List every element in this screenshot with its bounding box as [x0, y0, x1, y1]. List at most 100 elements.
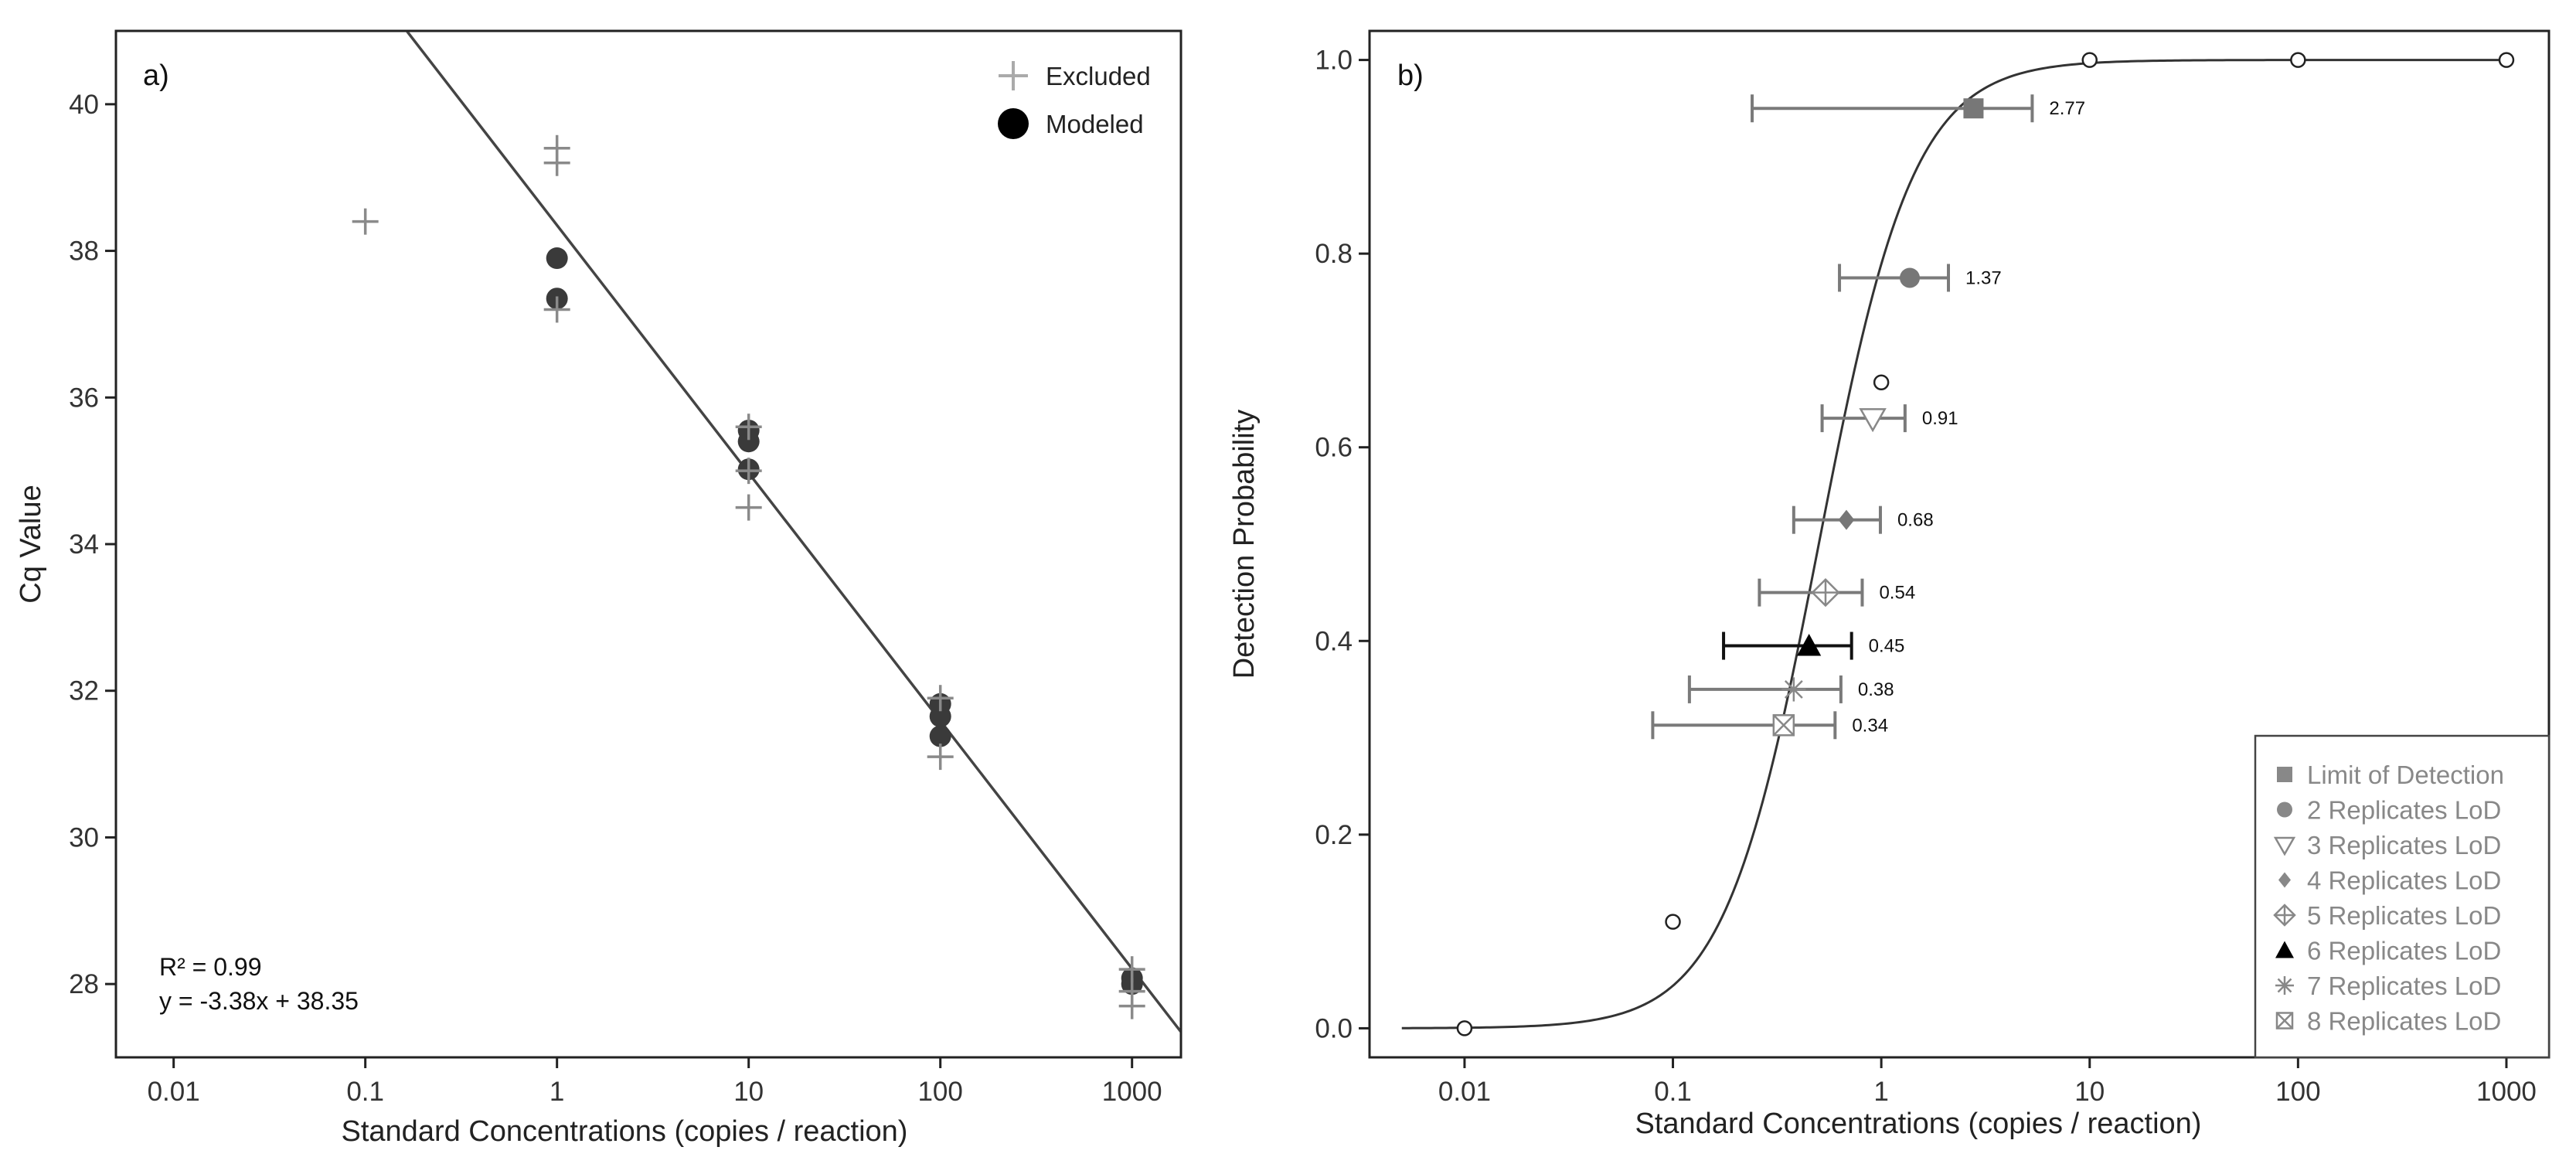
legend-excluded-label: Excluded: [1046, 62, 1151, 90]
panel-b-legend: Limit of Detection 2 Replicates LoD 3 Repl…: [2254, 734, 2550, 1059]
excluded-point: [735, 458, 762, 485]
lod-errorbar: [1751, 94, 2034, 123]
excluded-point: [735, 494, 762, 521]
x-tick-label: 0.1: [346, 1077, 384, 1107]
panel-a-legend: Excluded Modeled: [998, 61, 1151, 139]
legend-item-label: 6 Replicates LoD: [2307, 937, 2501, 965]
y-tick-label: 38: [69, 237, 99, 267]
panel-b-legend-box: [2254, 734, 2550, 1059]
marker-diamond-plus-open: [1811, 577, 1840, 608]
y-tick-label: 0.8: [1315, 239, 1353, 269]
equation-text: y = -3.38x + 38.35: [159, 987, 359, 1015]
y-tick-label: 32: [69, 676, 99, 706]
legend-item-label: 3 Replicates LoD: [2307, 831, 2501, 859]
panel-a-y-axis-title: Cq Value: [15, 485, 47, 604]
observed-point: [2498, 52, 2515, 68]
panel-b-plot-area: [1401, 52, 2515, 1036]
lod-value-label: 0.68: [1897, 510, 1934, 531]
observed-point: [1665, 914, 1681, 930]
y-tick-label: 1.0: [1315, 46, 1353, 76]
modeled-point: [929, 725, 951, 747]
marker-square: [1963, 98, 1984, 119]
excluded-point: [1118, 956, 1145, 983]
observed-point: [2081, 52, 2098, 68]
x-tick-label: 1: [1873, 1077, 1888, 1107]
panel-b-y-axis-title: Detection Probability: [1228, 410, 1261, 679]
legend-excluded-marker: [999, 61, 1028, 90]
y-tick-label: 28: [69, 969, 99, 999]
modeled-point: [546, 247, 568, 270]
legend-item-label: 5 Replicates LoD: [2307, 901, 2501, 930]
x-tick-label: 100: [2275, 1077, 2320, 1107]
lod-errorbar: [1651, 711, 1837, 740]
fit-annotation: R² = 0.99 y = -3.38x + 38.35: [159, 953, 359, 1015]
panel-b-x-axis: 0.01 0.1 1 10 100 1000: [1438, 1057, 2537, 1107]
panel-a-plot-area: [352, 32, 1180, 1033]
marker-diamond: [1838, 509, 1855, 530]
x-tick-label: 10: [733, 1077, 764, 1107]
observed-points: [1456, 52, 2515, 1036]
legend-item-label: 2 Replicates LoD: [2307, 796, 2501, 825]
lod-errorbar: [1820, 404, 1907, 433]
marker-asterisk: [2275, 976, 2294, 995]
legend-item-label: 8 Replicates LoD: [2307, 1007, 2501, 1036]
marker-asterisk: [1781, 677, 1806, 702]
y-tick-label: 36: [69, 383, 99, 413]
modeled-point: [737, 431, 760, 453]
x-tick-label: 10: [2074, 1077, 2105, 1107]
lod-errorbar: [1838, 264, 1951, 292]
lod-value-label: 1.37: [1965, 267, 2002, 288]
panel-b-chart: b) 0.00.20.40.60.81.0 0.01 0.1 1 10 100 1000 …: [1228, 29, 2550, 1140]
observed-point: [2290, 52, 2306, 68]
r-squared-text: R² = 0.99: [159, 953, 262, 981]
marker-triangle-down-open: [2273, 836, 2296, 856]
excluded-point: [543, 149, 570, 176]
lod-value-labels: 2.77 1.37 0.91 0.68 0.54 0.45 0.38 0.34: [1852, 98, 2085, 736]
fit-line: [405, 32, 1180, 1033]
excluded-point: [927, 685, 954, 712]
x-tick-label: 0.01: [148, 1077, 200, 1107]
panel-a-x-axis: 0.01 0.1 1 10 100 1000: [148, 1057, 1162, 1107]
panel-b-label: b): [1397, 60, 1424, 92]
y-tick-label: 40: [69, 90, 99, 120]
legend-item-label: Limit of Detection: [2307, 761, 2504, 789]
x-tick-label: 100: [917, 1077, 962, 1107]
marker-square: [2277, 767, 2292, 782]
y-tick-label: 0.2: [1315, 820, 1353, 850]
y-tick-label: 0.4: [1315, 626, 1353, 656]
y-tick-label: 0.0: [1315, 1013, 1353, 1043]
excluded-point: [543, 296, 570, 323]
marker-circle: [1900, 267, 1921, 288]
excluded-point: [352, 208, 379, 235]
modeled-point: [929, 705, 951, 727]
marker-triangle-up: [1797, 633, 1822, 656]
y-tick-label: 0.6: [1315, 433, 1353, 463]
panel-b-y-axis: 0.0 0.2 0.4 0.6 0.8 1.0: [1315, 46, 1370, 1043]
excluded-point: [927, 744, 954, 771]
y-tick-label: 34: [69, 529, 99, 560]
observed-point: [1456, 1020, 1473, 1036]
probability-curve: [1401, 59, 2506, 1030]
legend-modeled-label: Modeled: [1046, 110, 1144, 138]
lod-value-label: 0.45: [1869, 636, 1905, 657]
y-tick-label: 30: [69, 822, 99, 853]
marker-square-x-open: [1772, 714, 1795, 737]
legend-item-label: 7 Replicates LoD: [2307, 972, 2501, 1000]
panel-a-y-axis: 28 30 32 34 36 38 40: [69, 90, 116, 999]
panel-a-points: [352, 134, 1145, 1019]
lod-errorbar: [1792, 505, 1882, 534]
lod-value-label: 0.91: [1922, 408, 1958, 429]
x-tick-label: 1000: [1102, 1077, 1162, 1107]
marker-square-x-open: [2275, 1012, 2294, 1030]
x-tick-label: 0.01: [1438, 1077, 1491, 1107]
panel-a-frame: [114, 29, 1183, 1059]
lod-value-label: 2.77: [2049, 98, 2085, 119]
lod-errorbar: [1687, 675, 1843, 703]
lod-errorbar: [1758, 578, 1864, 607]
marker-triangle-up: [2275, 941, 2294, 958]
panel-a-label: a): [143, 60, 169, 92]
excluded-point: [735, 414, 762, 441]
observed-point: [1873, 374, 1890, 391]
panel-a-x-axis-title: Standard Concentrations (copies / reacti…: [342, 1115, 908, 1148]
